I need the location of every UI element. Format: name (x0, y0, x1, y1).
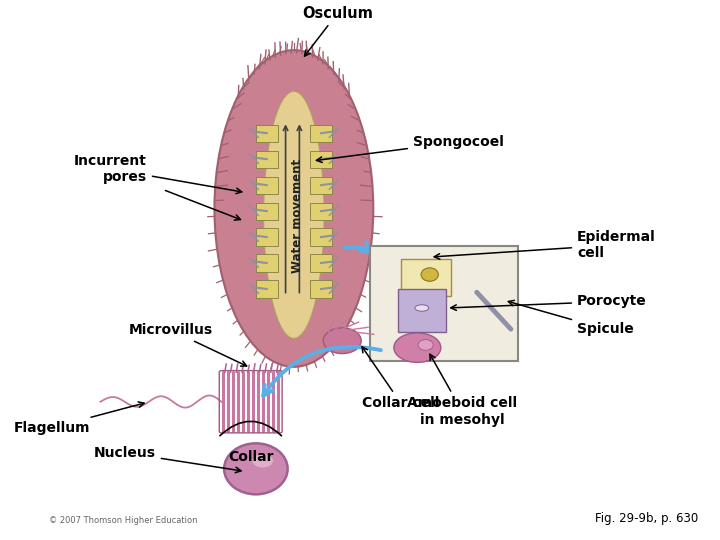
Ellipse shape (253, 454, 273, 468)
FancyBboxPatch shape (256, 125, 278, 142)
Text: Collar cell: Collar cell (362, 347, 440, 410)
Ellipse shape (394, 333, 441, 362)
FancyBboxPatch shape (256, 202, 278, 220)
Text: Osculum: Osculum (302, 5, 373, 56)
Text: Spicule: Spicule (508, 300, 634, 336)
Text: Incurrent
pores: Incurrent pores (74, 154, 242, 194)
Text: Nucleus: Nucleus (94, 446, 241, 472)
Ellipse shape (415, 305, 428, 311)
FancyBboxPatch shape (256, 280, 278, 298)
Text: Water movement: Water movement (291, 159, 304, 273)
Text: Porocyte: Porocyte (451, 294, 647, 310)
Text: Fig. 29-9b, p. 630: Fig. 29-9b, p. 630 (595, 512, 698, 525)
Text: Amoeboid cell
in mesohyl: Amoeboid cell in mesohyl (408, 354, 517, 427)
FancyBboxPatch shape (310, 125, 332, 142)
FancyBboxPatch shape (401, 259, 451, 296)
Ellipse shape (215, 50, 373, 367)
Text: Spongocoel: Spongocoel (316, 135, 504, 163)
FancyBboxPatch shape (398, 289, 446, 332)
FancyBboxPatch shape (310, 228, 332, 246)
Ellipse shape (421, 268, 438, 281)
FancyBboxPatch shape (256, 228, 278, 246)
FancyBboxPatch shape (310, 151, 332, 168)
FancyBboxPatch shape (256, 151, 278, 168)
Text: Collar: Collar (228, 449, 274, 463)
FancyBboxPatch shape (256, 254, 278, 272)
FancyBboxPatch shape (370, 246, 518, 361)
Ellipse shape (264, 91, 324, 339)
FancyBboxPatch shape (310, 202, 332, 220)
FancyBboxPatch shape (310, 254, 332, 272)
Ellipse shape (224, 443, 288, 494)
Text: © 2007 Thomson Higher Education: © 2007 Thomson Higher Education (49, 516, 197, 525)
FancyBboxPatch shape (310, 177, 332, 194)
FancyBboxPatch shape (256, 177, 278, 194)
Ellipse shape (418, 340, 433, 350)
FancyBboxPatch shape (310, 280, 332, 298)
Text: Microvillus: Microvillus (129, 323, 247, 366)
Text: Epidermal
cell: Epidermal cell (434, 230, 656, 260)
Ellipse shape (323, 328, 361, 354)
Text: Flagellum: Flagellum (13, 402, 144, 435)
